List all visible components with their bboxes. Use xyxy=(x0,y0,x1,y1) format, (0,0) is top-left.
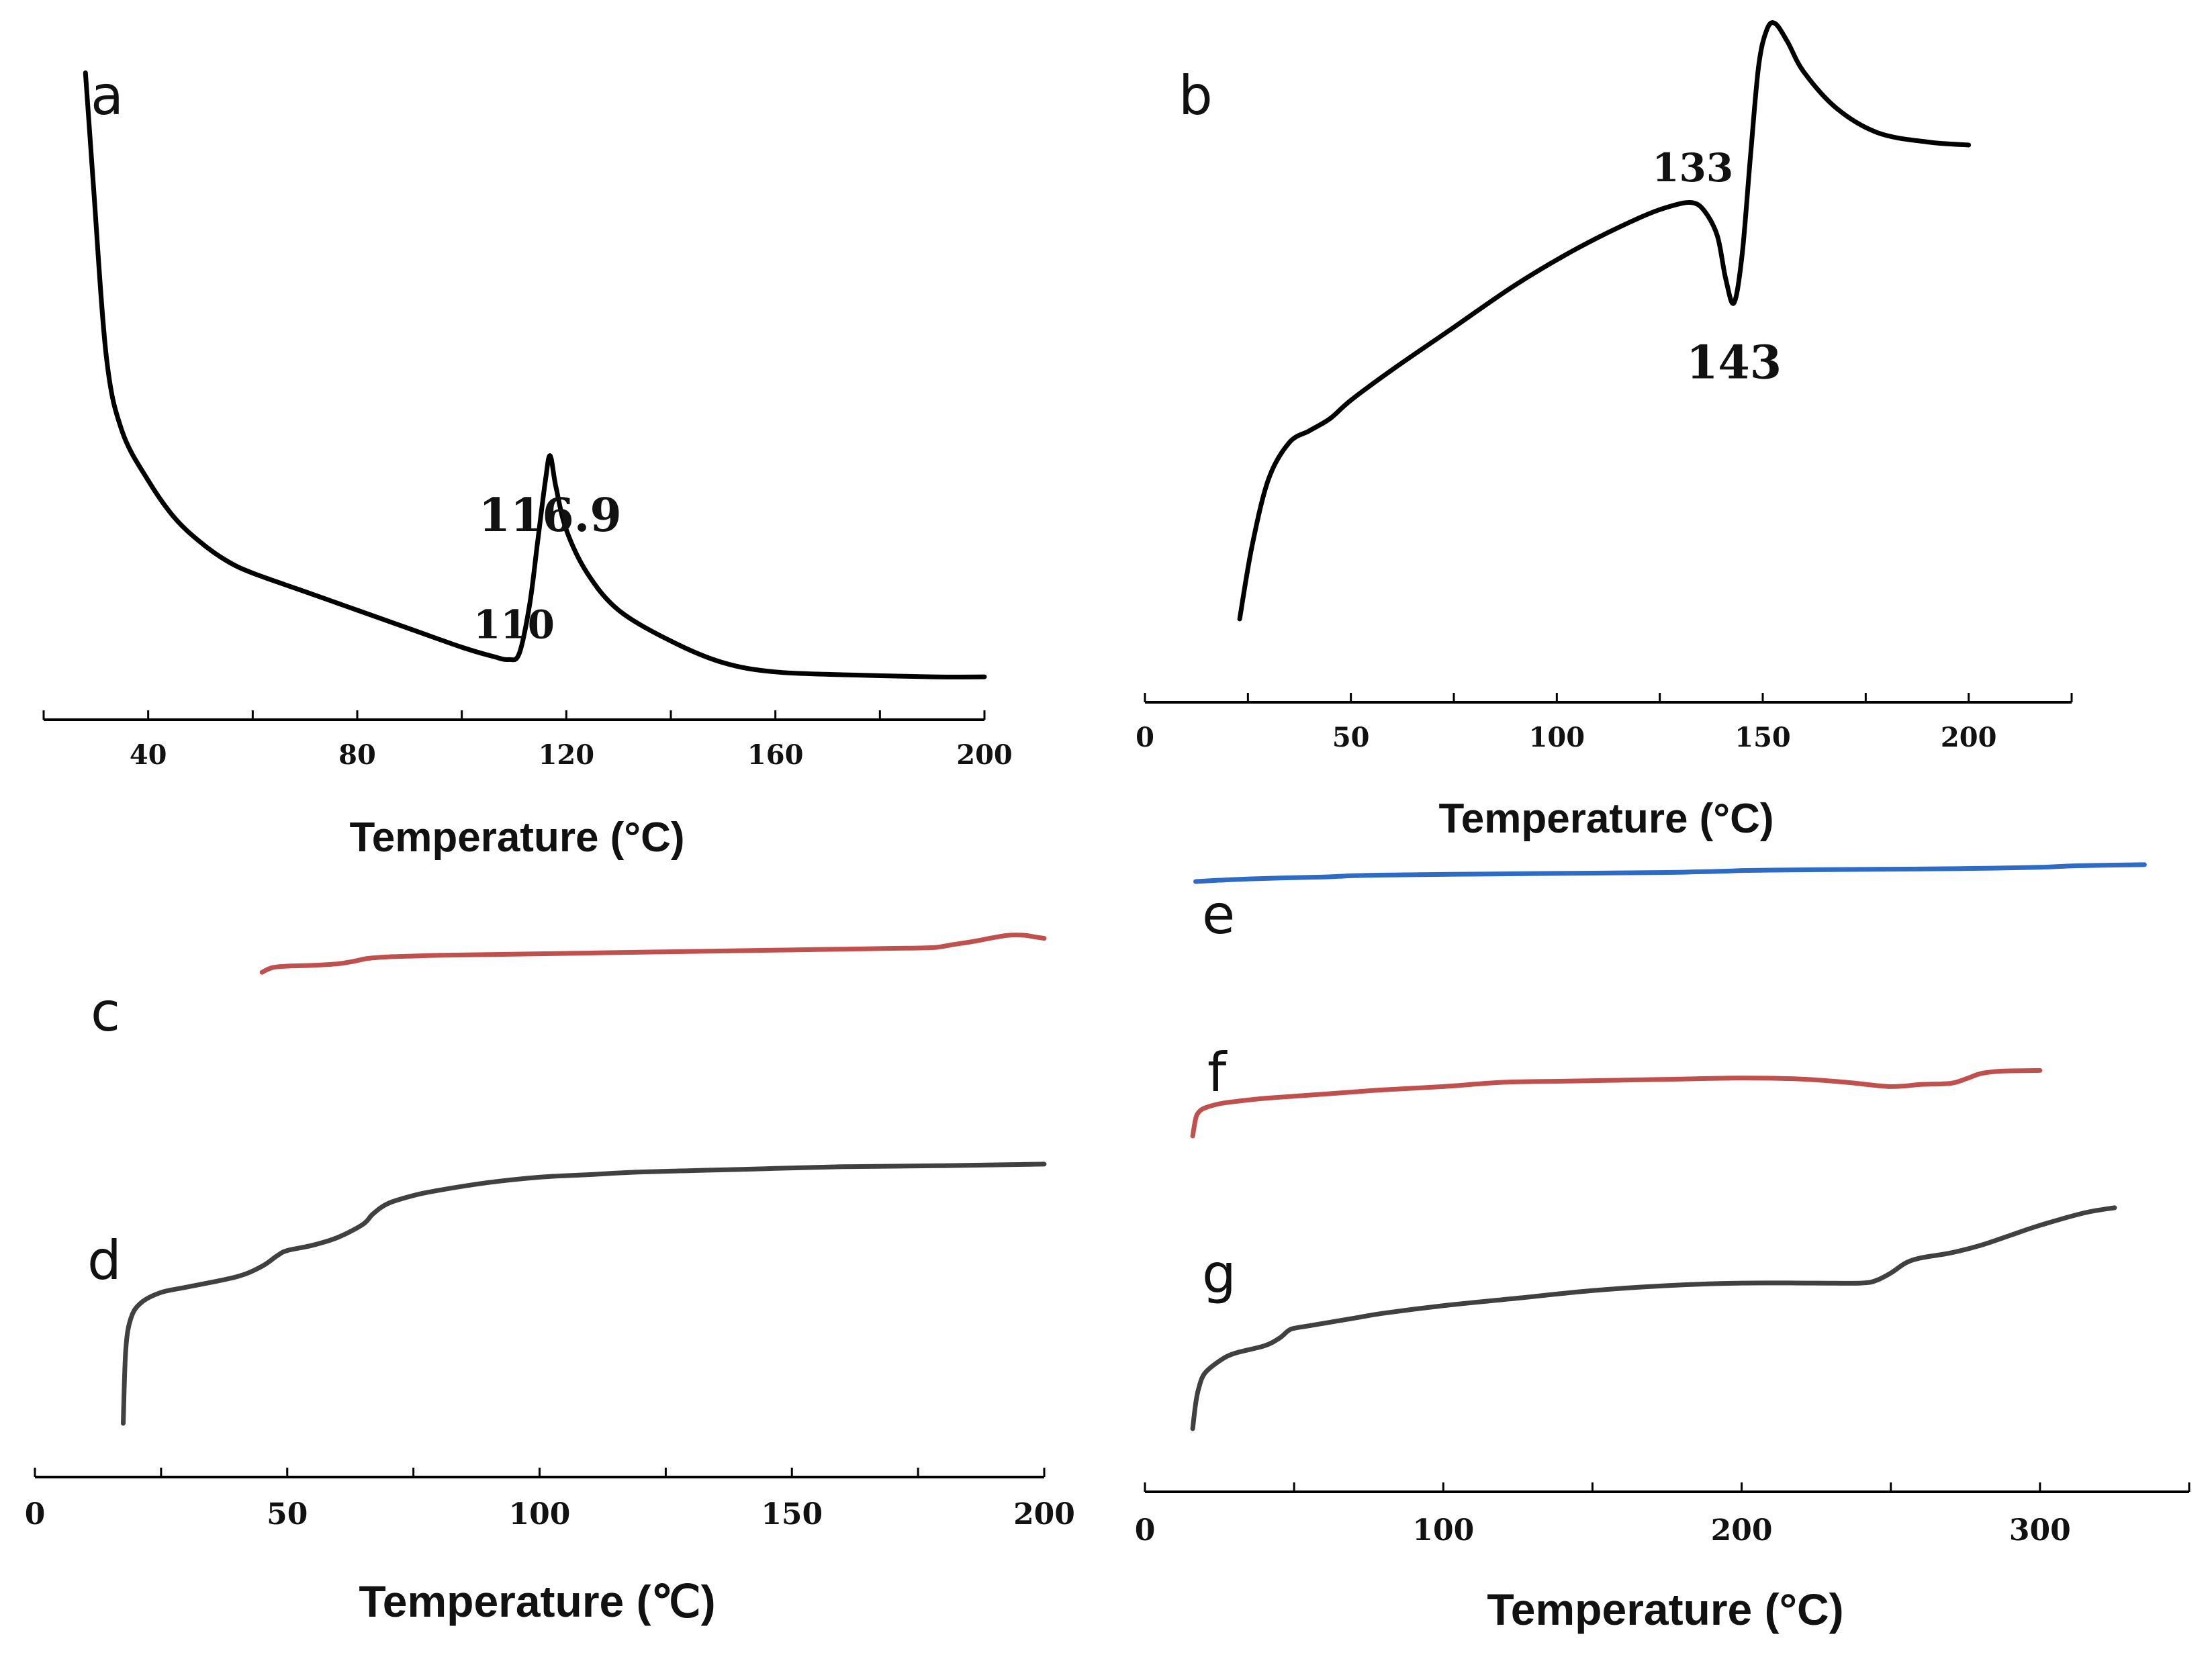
panel-b-series xyxy=(1237,20,1972,622)
panel-label-f: f xyxy=(1207,1041,1228,1104)
panel-label-d: d xyxy=(87,1229,122,1292)
series-line-d xyxy=(121,1162,1047,1426)
series-line-a xyxy=(83,70,987,679)
x-tick-label: 200 xyxy=(1013,1497,1075,1531)
panel-a-annotations: 110 116.9 xyxy=(473,489,622,648)
panel-b-annotations: 133 143 xyxy=(1652,145,1782,389)
panel-cd-ticks: 0 50 100 150 200 xyxy=(25,1468,1075,1531)
panel-efg-x-axis-label: Temperature (°C) xyxy=(1487,1584,1843,1634)
x-tick-label: 0 xyxy=(1136,722,1154,753)
peak-annotation: 110 xyxy=(473,602,555,647)
panel-cd-x-axis-label: Temperature (℃) xyxy=(359,1576,715,1626)
x-tick-label: 120 xyxy=(539,739,595,771)
x-tick-label: 0 xyxy=(25,1497,46,1531)
peak-annotation: 143 xyxy=(1686,336,1782,389)
x-tick-label: 200 xyxy=(1941,722,1997,753)
panel-label-a: a xyxy=(91,64,124,127)
x-tick-label: 50 xyxy=(1332,722,1370,753)
x-tick-label: 160 xyxy=(747,739,804,771)
panel-label-g: g xyxy=(1202,1243,1236,1305)
panel-a: a 110 116.9 40 80 120 160 200 Temperature (°C… xyxy=(42,64,1013,861)
x-tick-label: 50 xyxy=(267,1497,308,1531)
panel-label-b: b xyxy=(1179,64,1213,127)
x-tick-label: 100 xyxy=(509,1497,571,1531)
x-tick-label: 40 xyxy=(130,739,167,771)
panel-cd-series xyxy=(121,933,1047,1426)
x-tick-label: 100 xyxy=(1529,722,1585,753)
series-line-g xyxy=(1190,1205,2117,1431)
panel-a-x-axis-label: Temperature (°C) xyxy=(349,814,684,861)
panel-b: b 133 143 0 50 100 150 200 Temperature (°C) xyxy=(1136,20,2073,842)
x-tick-label: 80 xyxy=(338,739,376,771)
x-tick-label: 200 xyxy=(1711,1513,1773,1548)
panel-a-series xyxy=(83,70,987,679)
x-tick-label: 200 xyxy=(956,739,1013,771)
panel-efg-series xyxy=(1190,862,2147,1431)
panel-cd: c d 0 50 100 150 200 Temperature (℃) xyxy=(25,933,1075,1626)
peak-annotation: 133 xyxy=(1652,145,1733,191)
series-line-b xyxy=(1237,20,1972,622)
peak-annotation: 116.9 xyxy=(479,489,622,542)
x-tick-label: 150 xyxy=(1735,722,1791,753)
panel-b-ticks: 0 50 100 150 200 xyxy=(1136,693,2073,753)
panel-b-x-axis-label: Temperature (°C) xyxy=(1438,796,1773,842)
x-tick-label: 300 xyxy=(2009,1513,2071,1548)
panel-efg-ticks: 0 100 200 300 xyxy=(1135,1482,2191,1548)
panel-efg: e f g 0 100 200 300 Temperature (°C) xyxy=(1135,862,2191,1634)
series-line-c xyxy=(259,933,1047,975)
panel-label-c: c xyxy=(91,981,120,1043)
x-tick-label: 150 xyxy=(761,1497,823,1531)
x-tick-label: 0 xyxy=(1135,1513,1156,1548)
series-line-e xyxy=(1193,862,2147,884)
panel-label-e: e xyxy=(1202,884,1235,946)
series-line-f xyxy=(1190,1068,2043,1139)
panel-a-ticks: 40 80 120 160 200 xyxy=(42,710,1013,771)
x-tick-label: 100 xyxy=(1412,1513,1474,1548)
